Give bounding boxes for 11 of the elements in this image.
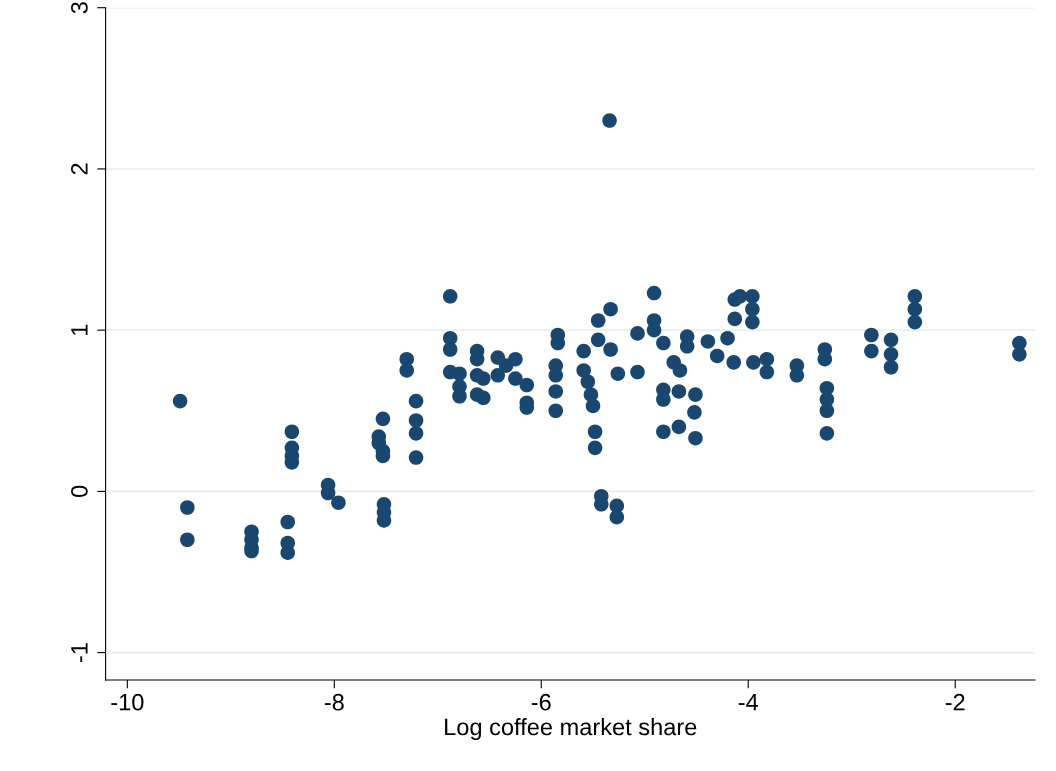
x-tick-label: -6 — [531, 693, 551, 711]
y-tick-label: 0 — [71, 485, 88, 498]
x-tick-label: -2 — [945, 693, 965, 711]
x-axis-title: Log coffee market share — [445, 718, 697, 741]
y-tick-label: -1 — [71, 643, 88, 663]
y-tick-label: 3 — [71, 2, 88, 14]
y-tick-label: 1 — [71, 324, 88, 335]
x-tick-label: -8 — [324, 693, 344, 711]
x-tick-label: -4 — [738, 694, 759, 711]
x-tick-label: -10 — [111, 693, 144, 711]
y-tick-label: 2 — [71, 163, 88, 175]
